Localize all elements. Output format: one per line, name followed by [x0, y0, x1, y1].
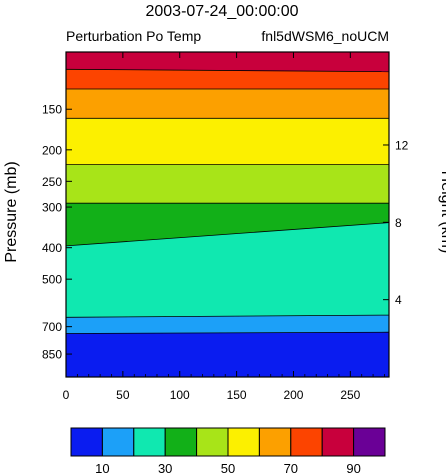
x-tick-label: 0: [63, 388, 70, 402]
y-tick-label: 400: [42, 241, 62, 255]
y-right-tick-label: 12: [395, 138, 409, 152]
y-tick-label: 300: [42, 201, 62, 215]
colorbar-box-3: [164, 427, 198, 457]
x-tick-label: 100: [170, 388, 190, 402]
colorbar-box-0: [70, 427, 103, 457]
colorbar-label: 90: [346, 461, 360, 476]
y-tick-label: 250: [42, 175, 62, 189]
contour-band-2: [66, 222, 389, 318]
x-tick-label: 150: [227, 388, 247, 402]
y-tick-label: 150: [42, 103, 62, 117]
y-tick-label: 700: [42, 320, 62, 334]
colorbar-box-8: [321, 427, 355, 457]
colorbar-label: 70: [284, 461, 298, 476]
colorbar-box-5: [227, 427, 260, 457]
colorbar-box-9: [353, 427, 386, 457]
y-tick-label: 500: [42, 273, 62, 287]
colorbar-label: 50: [221, 461, 235, 476]
colorbar-box-6: [258, 427, 292, 457]
y-tick-label: 200: [42, 143, 62, 157]
contour-band-8: [66, 52, 389, 72]
x-tick-label: 200: [283, 388, 303, 402]
right-subtitle: fnl5dWSM6_noUCM: [261, 28, 389, 44]
colorbar-box-4: [196, 427, 229, 457]
contour-line-30: [65, 222, 390, 247]
colorbar-box-7: [290, 427, 323, 457]
contour-band-5: [66, 118, 389, 165]
contour-band-4: [66, 164, 389, 204]
x-tick-label: 250: [340, 388, 360, 402]
plot-frame: [65, 51, 390, 378]
y-axis-label-right: Height (km): [438, 171, 446, 254]
y-axis-label: Pressure (mb): [3, 161, 20, 262]
contour-band-3: [66, 203, 389, 246]
contour-band-6: [66, 89, 389, 119]
y-right-tick-label: 8: [395, 216, 402, 230]
left-subtitle: Perturbation Po Temp: [66, 28, 201, 44]
contour-line-80: [65, 68, 390, 73]
y-right-tick-label: 4: [395, 293, 402, 307]
contour-line-20: [65, 314, 390, 318]
contour-band-0: [66, 332, 389, 377]
x-tick-label: 50: [116, 388, 130, 402]
contour-fill-layer: [65, 52, 390, 377]
contour-band-1: [66, 315, 389, 334]
colorbar-label: 30: [158, 461, 172, 476]
y-tick-label: 850: [42, 348, 62, 362]
colorbar-label: 10: [95, 461, 109, 476]
colorbar-box-2: [133, 427, 166, 457]
colorbar-box-1: [101, 427, 135, 457]
color-legend: 10 30 50 70 90: [70, 427, 386, 476]
chart-title: 2003-07-24_00:00:00: [145, 3, 298, 20]
contour-line-10: [65, 331, 390, 334]
contour-band-7: [66, 69, 389, 89]
